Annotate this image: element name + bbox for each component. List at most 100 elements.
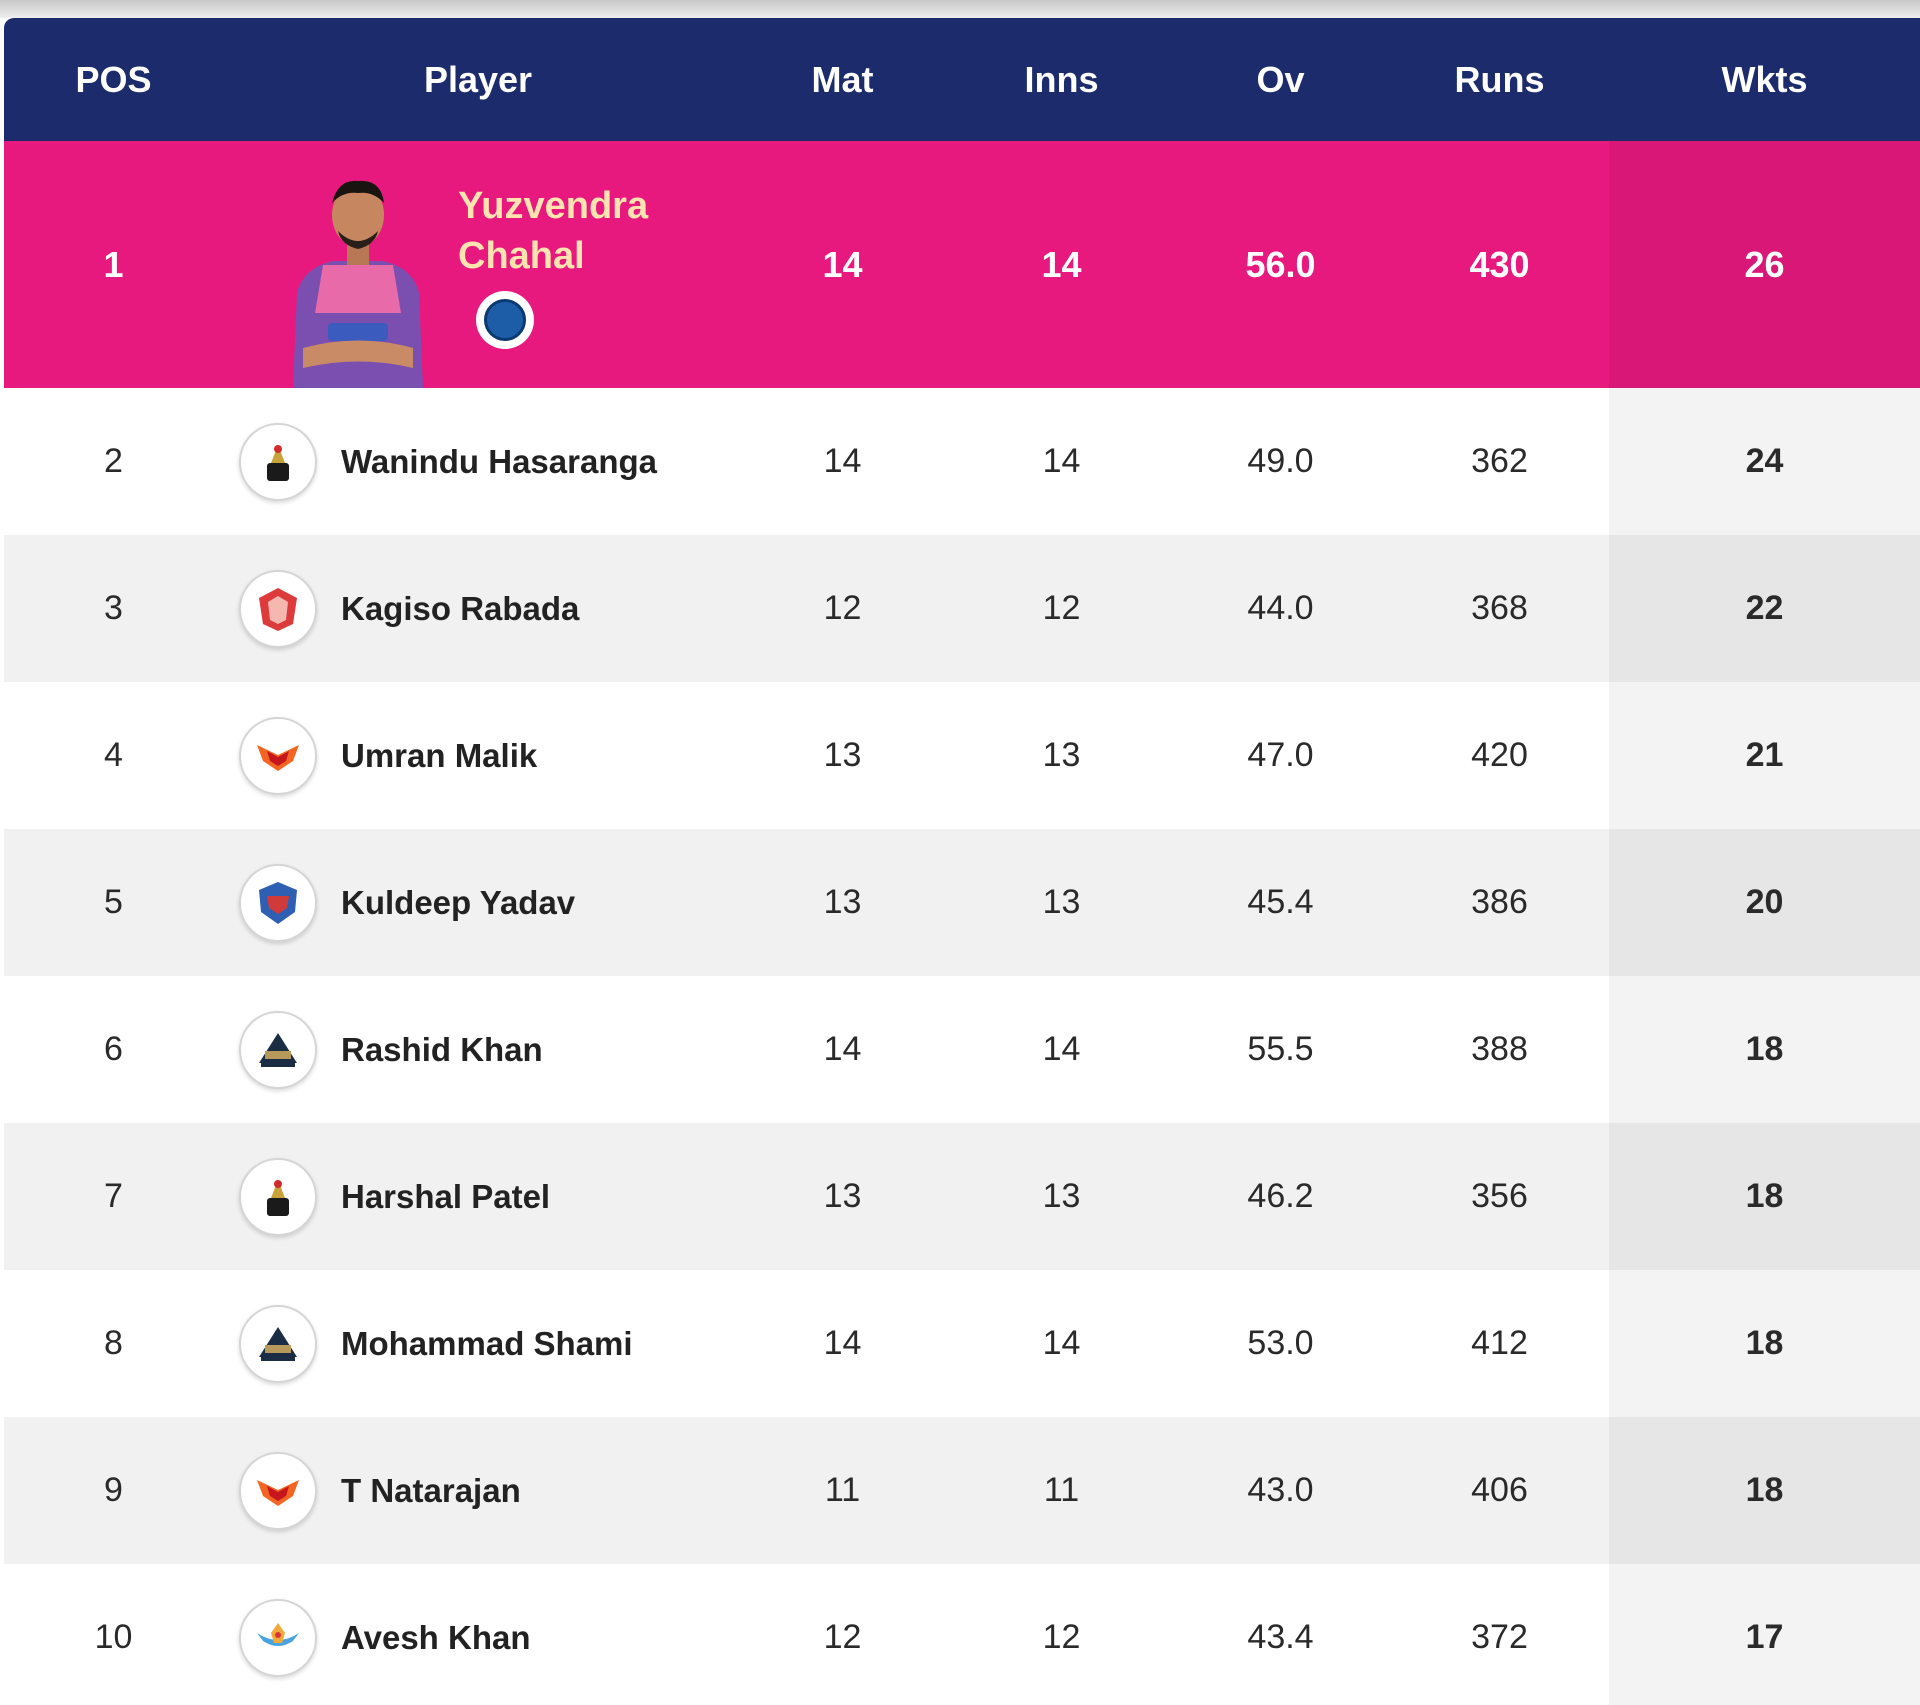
row-pos: 4: [104, 736, 123, 774]
dc-logo-icon: [239, 863, 317, 942]
row-player-name[interactable]: Harshal Patel: [341, 1177, 551, 1215]
team-logo-cell: [223, 535, 333, 682]
team-logo-cell: [223, 1270, 333, 1417]
row-wkts: 17: [1609, 1564, 1920, 1705]
table-row[interactable]: 5 Kuldeep Yadav 13 13 45.4 386 20: [4, 829, 1920, 976]
row-pos: 10: [94, 1618, 133, 1656]
row-wkts: 18: [1609, 1123, 1920, 1270]
leader-last-name: Chahal: [458, 235, 585, 277]
table-row[interactable]: 2 Wanindu Hasaranga 14 14 49.0 362 24: [4, 388, 1920, 535]
row-player-name[interactable]: Umran Malik: [341, 736, 538, 774]
row-inns: 14: [1042, 442, 1081, 480]
row-inns: 12: [1042, 589, 1081, 627]
row-ov: 53.0: [1247, 1324, 1314, 1362]
row-pos: 8: [104, 1324, 123, 1362]
rcb-logo-icon: [239, 1157, 317, 1236]
table-body: 2 Wanindu Hasaranga 14 14 49.0 362 24 3 Kagiso R…: [4, 388, 1920, 1705]
table-row[interactable]: 3 Kagiso Rabada 12 12 44.0 368 22: [4, 535, 1920, 682]
rcb-logo-icon: [239, 422, 317, 501]
row-pos: 2: [104, 442, 123, 480]
row-runs: 406: [1471, 1471, 1528, 1509]
row-pos: 6: [104, 1030, 123, 1068]
srh-logo-icon: [239, 1451, 317, 1530]
row-mat: 14: [823, 442, 862, 480]
row-inns: 13: [1042, 1177, 1081, 1215]
table-row[interactable]: 4 Umran Malik 13 13 47.0 420 21: [4, 682, 1920, 829]
row-inns: 14: [1042, 1030, 1081, 1068]
leader-first-name: Yuzvendra: [458, 185, 649, 227]
row-ov: 43.4: [1247, 1618, 1314, 1656]
row-inns: 14: [1042, 1324, 1081, 1362]
row-inns: 13: [1042, 883, 1081, 921]
leader-ov: 56.0: [1245, 243, 1316, 285]
leader-pos: 1: [103, 243, 124, 285]
header-pos[interactable]: POS: [75, 58, 152, 100]
leader-wkts: 26: [1609, 141, 1920, 388]
leader-mat: 14: [822, 243, 863, 285]
row-player-name[interactable]: Mohammad Shami: [341, 1324, 633, 1362]
row-runs: 356: [1471, 1177, 1528, 1215]
player-photo: [293, 180, 423, 388]
header-ov[interactable]: Ov: [1256, 58, 1305, 100]
srh-logo-icon: [239, 716, 317, 795]
row-player-name[interactable]: Rashid Khan: [341, 1030, 543, 1068]
row-runs: 388: [1471, 1030, 1528, 1068]
row-ov: 49.0: [1247, 442, 1314, 480]
purple-cap-table: POS Player Mat Inns Ov Runs Wkts 1 Yuzve…: [4, 18, 1920, 1705]
row-wkts: 18: [1609, 1417, 1920, 1564]
header-runs[interactable]: Runs: [1454, 58, 1545, 100]
gt-logo-icon: [239, 1010, 317, 1089]
header-wkts[interactable]: Wkts: [1721, 58, 1808, 100]
table-row[interactable]: 10 Avesh Khan 12 12 43.4 372 17: [4, 1564, 1920, 1705]
row-mat: 12: [823, 1618, 862, 1656]
row-player-name[interactable]: Kagiso Rabada: [341, 589, 580, 627]
team-logo-cell: [223, 1417, 333, 1564]
row-ov: 46.2: [1247, 1177, 1314, 1215]
row-player-name[interactable]: T Natarajan: [341, 1471, 521, 1509]
team-logo-cell: [223, 1564, 333, 1705]
row-runs: 368: [1471, 589, 1528, 627]
row-pos: 9: [104, 1471, 123, 1509]
row-inns: 13: [1042, 736, 1081, 774]
leader-row[interactable]: 1 Yuzvendra Chahal 14 14 56.0 430 26: [4, 141, 1920, 388]
row-runs: 412: [1471, 1324, 1528, 1362]
row-wkts: 18: [1609, 976, 1920, 1123]
row-player-name[interactable]: Wanindu Hasaranga: [341, 442, 657, 480]
table-row[interactable]: 6 Rashid Khan 14 14 55.5 388 18: [4, 976, 1920, 1123]
header-mat[interactable]: Mat: [811, 58, 874, 100]
row-runs: 372: [1471, 1618, 1528, 1656]
row-runs: 420: [1471, 736, 1528, 774]
row-mat: 13: [823, 1177, 862, 1215]
row-player-name[interactable]: Kuldeep Yadav: [341, 883, 576, 921]
row-wkts: 21: [1609, 682, 1920, 829]
team-logo-cell: [223, 388, 333, 535]
row-ov: 43.0: [1247, 1471, 1314, 1509]
row-ov: 44.0: [1247, 589, 1314, 627]
pbks-logo-icon: [239, 569, 317, 648]
table-row[interactable]: 7 Harshal Patel 13 13 46.2 356 18: [4, 1123, 1920, 1270]
row-mat: 14: [823, 1030, 862, 1068]
top-shadow-bar: [0, 0, 1920, 18]
table-row[interactable]: 8 Mohammad Shami 14 14 53.0 412 18: [4, 1270, 1920, 1417]
table-row[interactable]: 9 T Natarajan 11 11 43.0 406 18: [4, 1417, 1920, 1564]
row-mat: 14: [823, 1324, 862, 1362]
row-inns: 11: [1043, 1471, 1080, 1509]
row-player-name[interactable]: Avesh Khan: [341, 1618, 531, 1656]
header-inns[interactable]: Inns: [1024, 58, 1099, 100]
row-inns: 12: [1042, 1618, 1081, 1656]
row-pos: 3: [104, 589, 123, 627]
leader-inns: 14: [1041, 243, 1082, 285]
leader-name[interactable]: Yuzvendra Chahal: [458, 181, 648, 281]
row-wkts: 24: [1609, 388, 1920, 535]
lsg-logo-icon: [239, 1598, 317, 1677]
team-logo-cell: [223, 976, 333, 1123]
row-mat: 11: [824, 1471, 861, 1509]
team-logo-cell: [223, 1123, 333, 1270]
row-ov: 47.0: [1247, 736, 1314, 774]
leader-player-cell: Yuzvendra Chahal: [223, 141, 733, 388]
row-ov: 55.5: [1247, 1030, 1314, 1068]
row-wkts: 20: [1609, 829, 1920, 976]
row-ov: 45.4: [1247, 883, 1314, 921]
row-runs: 386: [1471, 883, 1528, 921]
header-player[interactable]: Player: [423, 58, 533, 100]
